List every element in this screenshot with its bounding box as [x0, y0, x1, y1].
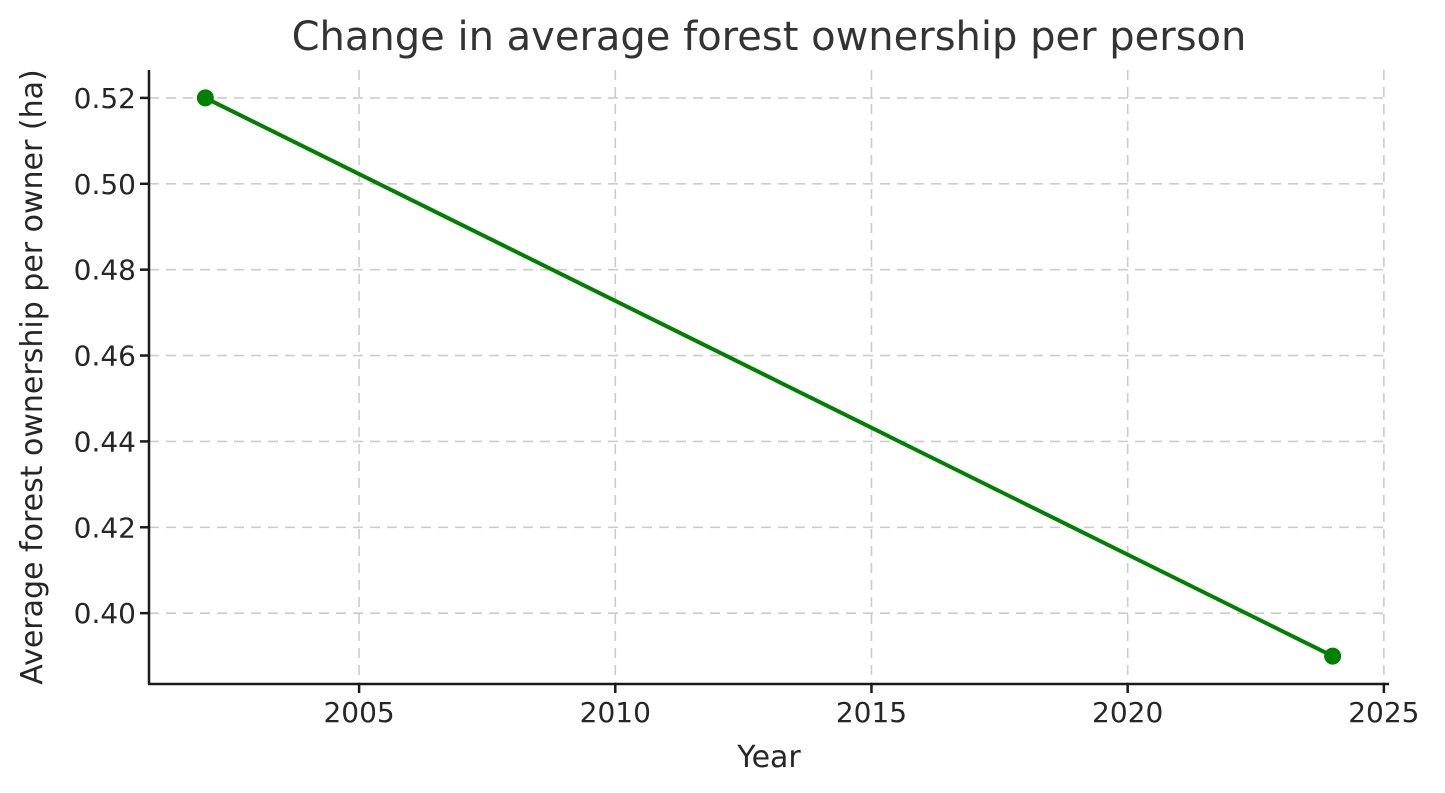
- x-axis-label: Year: [736, 740, 801, 775]
- chart-title: Change in average forest ownership per p…: [292, 14, 1247, 60]
- x-tick-label: 2010: [580, 696, 651, 729]
- x-tick-label: 2015: [836, 696, 907, 729]
- axes: [140, 70, 1389, 693]
- gridlines: [149, 70, 1389, 684]
- data-point-marker: [196, 89, 214, 107]
- tick-labels: 2005 2010 2015 2020 2025 0.40 0.42 0.44 0.46 0.48…: [74, 82, 1420, 729]
- trend-line: [203, 95, 1335, 659]
- x-tick-label: 2005: [323, 696, 394, 729]
- data-series: [196, 89, 1342, 665]
- y-tick-label: 0.40: [74, 597, 136, 630]
- x-tick-label: 2025: [1348, 696, 1419, 729]
- y-tick-label: 0.46: [74, 340, 136, 373]
- y-tick-label: 0.52: [74, 82, 136, 115]
- x-tick-label: 2020: [1092, 696, 1163, 729]
- y-tick-label: 0.48: [74, 254, 136, 287]
- y-axis-label: Average forest ownership per owner (ha): [15, 69, 50, 684]
- y-tick-label: 0.44: [74, 425, 136, 458]
- y-tick-label: 0.42: [74, 511, 136, 544]
- y-tick-label: 0.50: [74, 168, 136, 201]
- data-point-marker: [1324, 647, 1342, 665]
